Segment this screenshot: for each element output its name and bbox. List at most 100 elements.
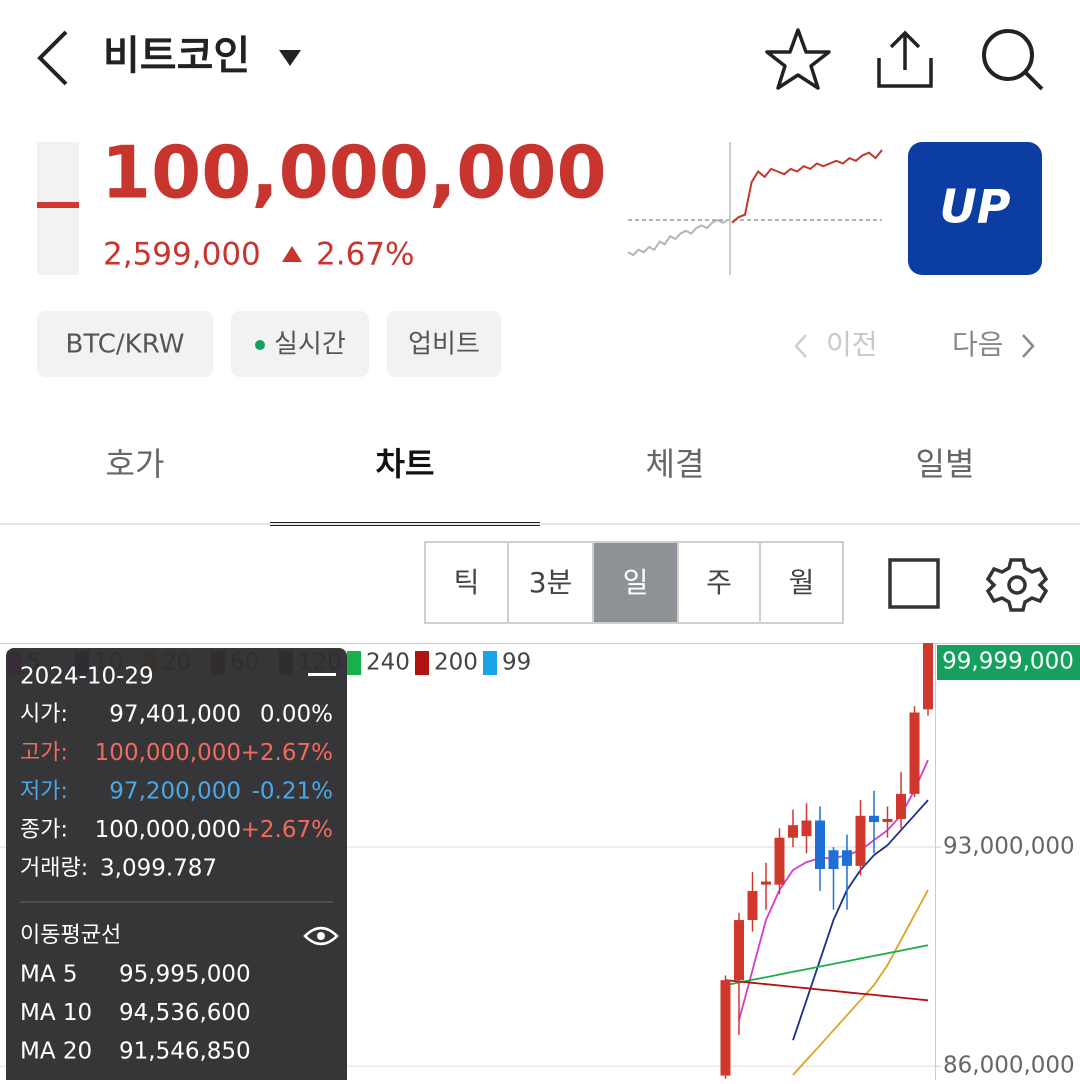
tooltip-ma-title: 이동평균선 — [20, 923, 121, 948]
ma-line — [725, 979, 929, 1002]
tab-bar: 호가 차트 체결 일별 — [106, 445, 975, 526]
ma-line — [792, 889, 929, 1076]
current-price-tag — [937, 645, 1080, 680]
chart-top-border — [0, 643, 1080, 644]
tooltip-row-value: 100,000,000 — [95, 817, 241, 843]
tooltip-row-label: 시가: — [20, 702, 68, 727]
favorite-button[interactable] — [765, 28, 831, 90]
tooltip-row-value: 100,000,000 — [95, 740, 241, 766]
search-button[interactable] — [982, 29, 1044, 91]
candle-body — [801, 820, 812, 837]
candle-body — [923, 643, 933, 710]
tab[interactable]: 호가 — [106, 445, 165, 483]
tooltip-row-label: 저가: — [20, 779, 68, 804]
candle-body — [774, 837, 785, 885]
tooltip-row-change: 0.00% — [260, 702, 333, 728]
period-cell[interactable] — [507, 541, 594, 624]
tooltip-row-label: 고가: — [20, 741, 68, 766]
price-level-marker — [37, 202, 79, 208]
tooltip-close[interactable] — [308, 673, 336, 676]
period-label[interactable]: 틱 — [454, 566, 480, 599]
visibility-toggle-pupil[interactable] — [317, 932, 325, 940]
candle-body — [761, 881, 771, 885]
candle-body — [815, 820, 825, 870]
y-axis-line — [935, 643, 936, 1080]
plot-area — [0, 643, 935, 1079]
chip-label[interactable]: 실시간 — [274, 330, 346, 360]
period-label[interactable]: 주 — [706, 566, 732, 599]
candle-body — [869, 815, 879, 823]
period-cell[interactable] — [677, 541, 761, 624]
tooltip-ma-label: MA 20 — [20, 1039, 92, 1065]
price-change-rate: 2.67% — [316, 237, 414, 273]
tooltip-date: 2024-10-29 — [20, 664, 154, 690]
candle-body — [734, 920, 744, 981]
tooltip-row-change: +2.67% — [241, 817, 333, 843]
candle-body — [828, 850, 839, 870]
prev-chevron[interactable] — [794, 334, 807, 358]
sparkline — [627, 142, 883, 275]
tooltip-row-change: +2.67% — [241, 740, 333, 766]
chip[interactable] — [37, 311, 213, 377]
sparkline-previous — [627, 218, 729, 257]
dropdown-icon[interactable] — [279, 50, 301, 66]
period-selector: 틱 3분 일 주 월 — [424, 541, 844, 624]
share-button[interactable] — [877, 30, 933, 88]
price-level-box — [37, 142, 79, 275]
chip[interactable] — [387, 311, 501, 377]
tooltip-ma-value: 94,536,600 — [119, 1000, 251, 1026]
fullscreen-button[interactable] — [888, 558, 940, 609]
chip-label[interactable]: BTC/KRW — [66, 330, 185, 360]
back-button[interactable] — [37, 30, 68, 86]
tooltip-row-value: 97,200,000 — [109, 779, 241, 805]
tooltip-volume-label: 거래량: — [20, 856, 88, 881]
candle-body — [842, 850, 852, 866]
period-cell[interactable] — [759, 541, 844, 624]
y-tick-label: 93,000,000 — [943, 834, 1075, 860]
y-tick-label: 86,000,000 — [943, 1053, 1075, 1079]
next-button[interactable]: 다음 — [952, 328, 1004, 361]
tooltip-ma-label: MA 10 — [20, 1000, 92, 1026]
tooltip: 2024-10-29 시가: 97,401,000 0.00% 고가: 100,000,0… — [6, 648, 347, 1084]
tab[interactable]: 차트 — [376, 445, 435, 483]
tooltip-row-value: 97,401,000 — [109, 702, 241, 728]
exchange-logo-text: UP — [939, 180, 1010, 234]
legend-label: 240 — [366, 650, 410, 676]
next-chevron[interactable] — [1022, 334, 1035, 358]
visibility-toggle[interactable] — [303, 926, 339, 946]
period-label[interactable]: 3분 — [529, 566, 573, 599]
candle-body — [896, 793, 906, 819]
up-arrow — [282, 246, 302, 262]
y-axis: 93,000,000 86,000,000 99,999,000 — [935, 645, 1080, 1079]
tooltip-row-label: 종가: — [20, 818, 68, 843]
candle-body — [882, 818, 893, 823]
header-title: 비트코인 — [103, 33, 250, 79]
chip-label[interactable]: 업비트 — [408, 330, 480, 360]
candle-body — [855, 815, 866, 866]
period-cell[interactable] — [592, 541, 679, 624]
tab[interactable]: 체결 — [646, 445, 705, 483]
candle-body — [909, 712, 920, 794]
legend-swatch — [415, 651, 429, 675]
tab-divider — [0, 523, 1080, 525]
legend-swatch — [347, 651, 361, 675]
candle-body — [747, 890, 758, 921]
tooltip-ma-label: MA 5 — [20, 962, 78, 988]
chip[interactable] — [231, 311, 369, 377]
tooltip-bg — [6, 648, 347, 1084]
exchange-logo — [908, 142, 1042, 275]
candle-body — [720, 980, 731, 1076]
tooltip-row-change: -0.21% — [252, 779, 333, 805]
tab[interactable]: 일별 — [916, 445, 975, 483]
current-price: 100,000,000 — [101, 131, 607, 215]
prev-button[interactable]: 이전 — [826, 328, 878, 361]
settings-button[interactable] — [985, 558, 1049, 612]
period-label[interactable]: 일 — [623, 566, 649, 599]
period-label[interactable]: 월 — [789, 566, 815, 599]
tooltip-ma-value: 91,546,850 — [119, 1039, 251, 1065]
current-price-label: 99,999,000 — [942, 649, 1074, 675]
legend-label: 200 — [434, 650, 478, 676]
live-dot — [255, 340, 265, 350]
